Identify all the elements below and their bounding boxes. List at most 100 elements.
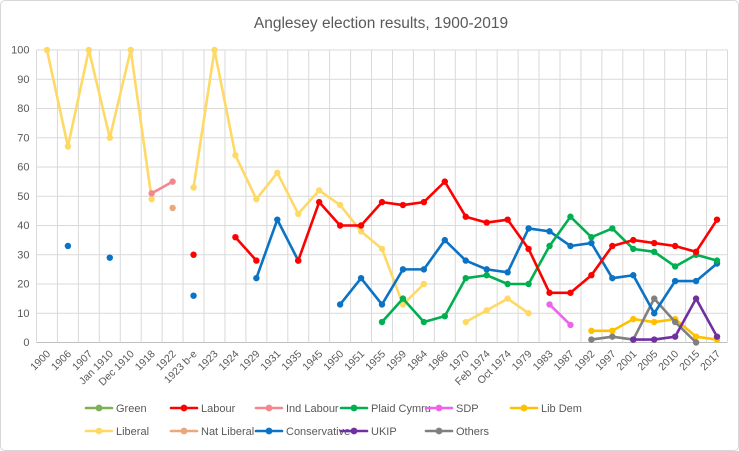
legend-item-green: Green: [84, 403, 147, 415]
data-point-plaid-cymru: [588, 234, 595, 241]
data-point-ukip: [671, 333, 679, 340]
data-point-liberal: [420, 280, 428, 288]
data-point-liberal: [148, 195, 155, 203]
x-axis-tick-label: 1950: [321, 348, 346, 373]
data-point-conservative: [630, 272, 637, 279]
data-point-plaid-cymru: [378, 318, 386, 326]
legend-label: Green: [116, 403, 147, 415]
x-axis-tick-label: 1983: [531, 348, 556, 373]
data-point-others: [692, 339, 700, 346]
data-point-labour: [609, 242, 616, 250]
data-point-plaid-cymru: [713, 257, 721, 264]
legend-swatch-marker: [350, 427, 358, 435]
x-axis-tick-label: 1997: [593, 348, 618, 373]
x-axis-tick-label: 2005: [635, 348, 660, 373]
data-point-labour: [504, 216, 511, 223]
data-point-lib-dem: [588, 327, 595, 334]
data-point-liberal: [253, 195, 260, 203]
data-point-plaid-cymru: [441, 312, 449, 320]
series-plaid-cymru: [378, 213, 721, 326]
legend: Green Labour Ind Labour Plaid Cymru SDP Lib D…: [84, 403, 582, 438]
data-point-plaid-cymru: [546, 242, 553, 250]
data-point-liberal: [315, 187, 323, 194]
data-point-ukip: [692, 295, 700, 302]
data-point-sdp: [546, 301, 553, 308]
data-point-liberal: [190, 184, 197, 191]
legend-item-ind-labour: Ind Labour: [254, 403, 339, 415]
data-point-others: [609, 333, 616, 340]
data-point-conservative: [274, 216, 281, 223]
data-point-labour: [651, 239, 658, 247]
data-point-liberal: [127, 46, 134, 54]
data-point-plaid-cymru: [609, 225, 616, 232]
data-point-conservative: [357, 274, 365, 282]
data-point-labour: [232, 234, 239, 241]
data-point-lib-dem: [692, 333, 700, 340]
legend-swatch-marker: [180, 404, 188, 412]
legend-swatch-marker: [265, 427, 273, 435]
data-point-lib-dem: [630, 315, 637, 323]
series-line-ind-labour: [150, 180, 174, 195]
data-point-liberal: [357, 228, 365, 235]
legend-item-nat-liberal: Nat Liberal: [169, 426, 254, 438]
legend-item-conservative: Conservative: [254, 426, 350, 438]
data-point-labour: [420, 198, 428, 206]
legend-item-labour: Labour: [169, 403, 236, 415]
x-axis-tick-label: 1924: [217, 348, 242, 373]
series-line-conservative: [338, 227, 719, 315]
y-axis-tick-label: 20: [17, 279, 29, 291]
data-point-lib-dem: [609, 327, 616, 334]
data-point-conservative: [609, 274, 616, 282]
data-point-conservative: [336, 301, 344, 308]
series-line-conservative: [255, 218, 300, 280]
legend-swatch-marker: [180, 427, 188, 435]
y-axis-tick-label: 100: [11, 45, 29, 57]
data-point-conservative: [441, 236, 449, 244]
data-point-liberal: [64, 143, 72, 150]
series-line-liberal: [192, 48, 426, 306]
data-point-labour: [253, 257, 260, 264]
legend-label: Others: [456, 426, 490, 438]
series-liberal: [43, 46, 532, 326]
legend-item-lib-dem: Lib Dem: [509, 403, 582, 415]
data-point-liberal: [43, 46, 51, 54]
data-point-labour: [399, 201, 407, 209]
legend-label: Ind Labour: [286, 403, 339, 415]
x-axis-tick-label: 1906: [49, 348, 74, 373]
data-point-plaid-cymru: [671, 263, 679, 270]
legend-label: Nat Liberal: [201, 426, 254, 438]
legend-label: Conservative: [286, 426, 350, 438]
data-point-conservative: [420, 266, 428, 273]
x-axis-tick-label: 1951: [342, 348, 367, 373]
x-axis-tick-label: 1992: [573, 348, 598, 373]
legend-swatch-marker: [520, 404, 528, 412]
data-point-plaid-cymru: [399, 295, 407, 302]
data-point-liberal: [504, 295, 511, 302]
legend-swatch-marker: [265, 404, 273, 412]
series-line-liberal: [464, 297, 530, 324]
series-labour: [190, 178, 721, 296]
data-point-nat-liberal: [169, 204, 176, 212]
data-point-labour: [692, 248, 700, 256]
series-line-labour: [234, 235, 258, 262]
data-point-liberal: [85, 46, 93, 54]
data-point-others: [588, 336, 595, 343]
legend-swatch-marker: [350, 404, 358, 412]
data-point-plaid-cymru: [504, 280, 511, 288]
chart-title: Anglesey election results, 1900-2019: [254, 15, 508, 32]
data-point-conservative: [106, 254, 113, 261]
series-ind-labour: [148, 178, 176, 197]
x-axis-tick-label: 1935: [279, 348, 304, 373]
data-point-conservative: [651, 310, 658, 317]
data-point-conservative: [483, 266, 490, 273]
data-point-labour: [588, 272, 595, 279]
data-point-plaid-cymru: [630, 245, 637, 253]
data-point-labour: [483, 219, 490, 226]
data-point-liberal: [525, 310, 532, 317]
legend-item-liberal: Liberal: [84, 426, 149, 438]
data-point-labour: [315, 198, 323, 206]
data-point-plaid-cymru: [567, 213, 574, 220]
data-point-liberal: [399, 301, 407, 308]
series-ukip: [630, 295, 721, 343]
